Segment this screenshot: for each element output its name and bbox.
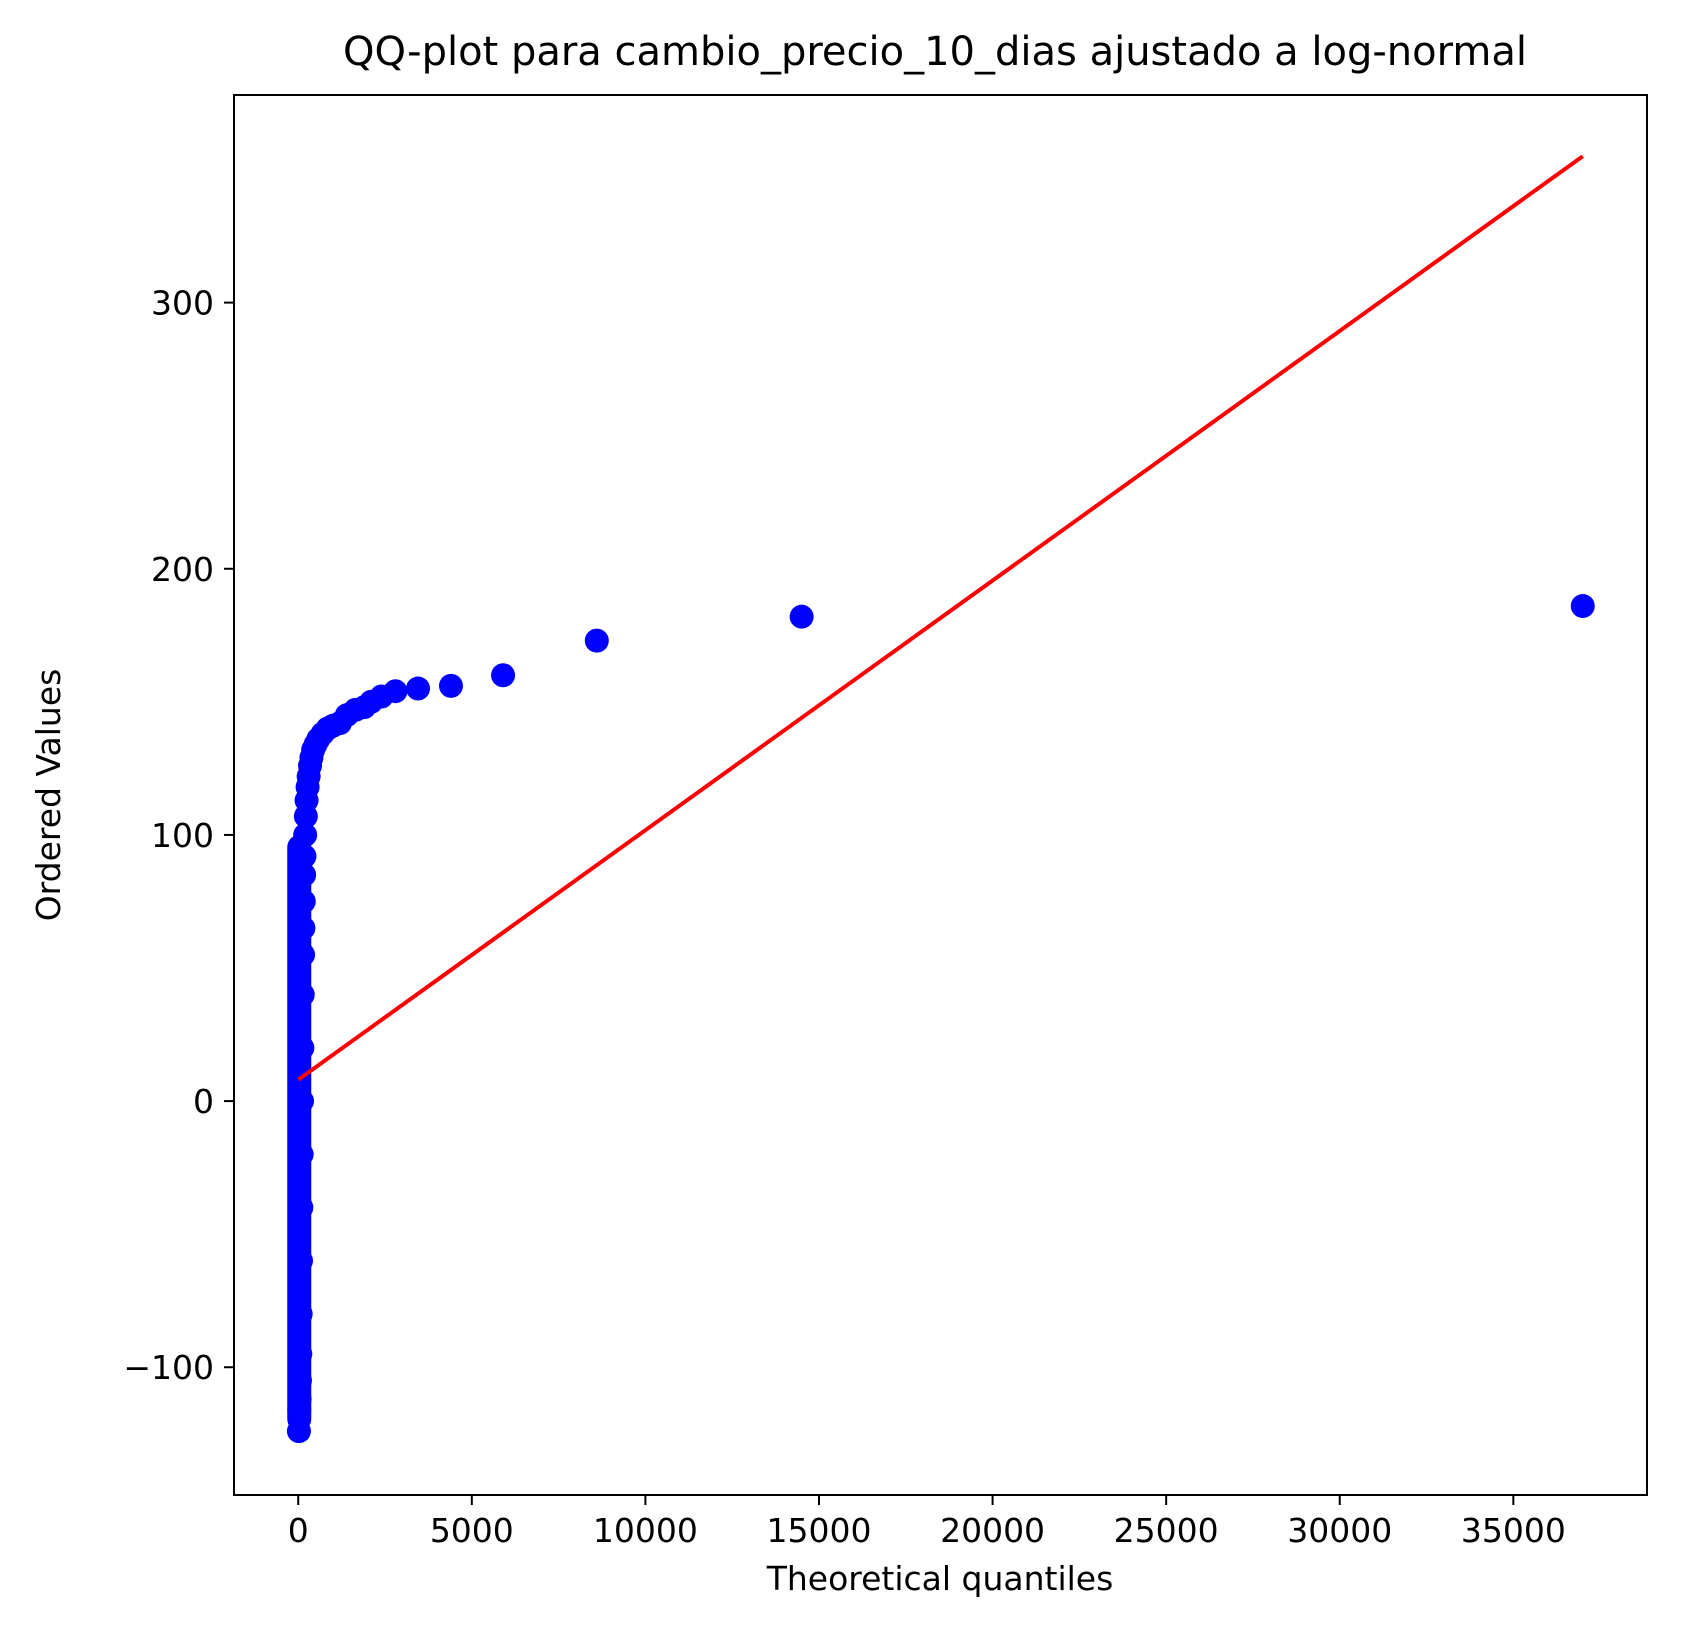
qq-point	[290, 982, 315, 1007]
qq-point	[290, 1035, 315, 1060]
x-tick-label: 20000	[940, 1511, 1045, 1550]
y-tick-label: 100	[151, 816, 214, 855]
y-tick-label: 200	[151, 550, 214, 589]
x-axis-label: Theoretical quantiles	[766, 1559, 1114, 1598]
x-tick-label: 5000	[430, 1511, 514, 1550]
qq-point	[286, 1419, 311, 1444]
qq-point	[292, 844, 317, 869]
y-tick-label: 300	[151, 284, 214, 323]
qq-point	[491, 663, 516, 688]
x-tick-label: 25000	[1114, 1511, 1219, 1550]
qq-point	[406, 676, 431, 701]
plot-area	[286, 154, 1595, 1444]
plot-frame	[233, 94, 1648, 1496]
qq-point	[290, 1089, 315, 1114]
qq-point	[289, 1142, 314, 1167]
qq-point	[288, 1302, 313, 1327]
x-tick-label: 35000	[1461, 1511, 1566, 1550]
x-tick-label: 15000	[766, 1511, 871, 1550]
qq-point	[289, 1248, 314, 1273]
y-axis: −100 0 100 200 300	[123, 284, 234, 1387]
qq-point	[438, 673, 463, 698]
qq-point	[291, 942, 316, 967]
qq-point	[292, 862, 317, 887]
x-tick-label: 30000	[1287, 1511, 1392, 1550]
y-axis-label: Ordered Values	[29, 669, 68, 922]
qq-point	[288, 1341, 313, 1366]
qq-point	[584, 628, 609, 653]
reference-line	[297, 154, 1584, 1082]
qq-point	[291, 889, 316, 914]
series-layer	[286, 154, 1595, 1444]
qq-point	[287, 1387, 312, 1412]
x-tick-label: 0	[288, 1511, 309, 1550]
qq-point	[291, 916, 316, 941]
qq-point	[383, 679, 408, 704]
qq-point	[289, 1195, 314, 1220]
qq-point	[287, 1368, 312, 1393]
qq-point	[1570, 594, 1595, 619]
y-tick-label: 0	[193, 1082, 214, 1121]
y-tick-label: −100	[123, 1348, 214, 1387]
qq-point	[293, 822, 318, 847]
x-axis: 0 5000 10000 15000 20000 25000 30000 35000	[288, 1495, 1566, 1550]
qq-point	[789, 604, 814, 629]
x-tick-label: 10000	[593, 1511, 698, 1550]
chart-title: QQ-plot para cambio_precio_10_dias ajust…	[343, 29, 1527, 75]
